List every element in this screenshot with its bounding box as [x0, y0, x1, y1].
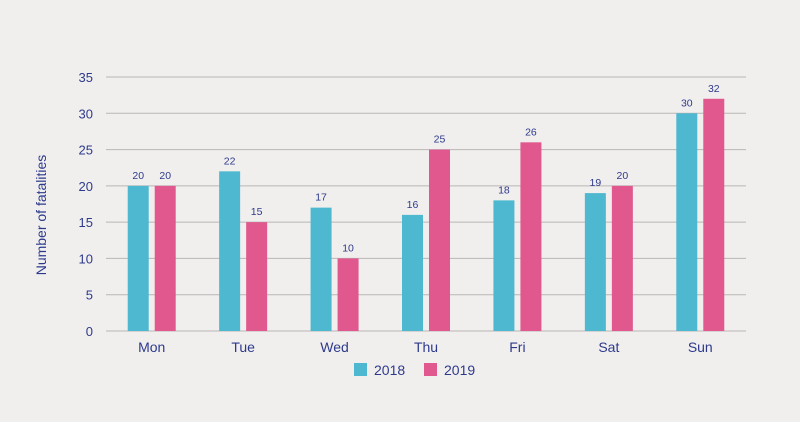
x-category-label: Wed	[320, 339, 349, 355]
data-label: 20	[132, 170, 144, 182]
x-category-label: Fri	[509, 339, 525, 355]
legend-label: 2019	[444, 362, 475, 378]
y-axis-title: Number of fatalities	[33, 155, 49, 276]
data-label: 25	[434, 134, 446, 146]
x-category-label: Sat	[598, 339, 619, 355]
bar-2019-Mon	[154, 185, 176, 331]
bar-2018-Mon	[127, 185, 149, 331]
data-label: 17	[315, 192, 327, 204]
y-axis-ticks: 0 5 10 15 20 25 30 35	[79, 70, 93, 339]
y-tick-label: 30	[79, 106, 93, 121]
x-category-label: Thu	[414, 339, 438, 355]
bar-2019-Thu	[429, 149, 450, 331]
bar-2018-Tue	[219, 171, 241, 331]
bar-2019-Wed	[337, 258, 359, 331]
bar-2018-Wed	[310, 207, 332, 331]
y-tick-label: 15	[79, 215, 93, 230]
bar-2018-Thu	[402, 214, 423, 331]
bar-2018-Sat	[584, 193, 606, 331]
data-label: 22	[224, 155, 236, 167]
data-labels: 20 20 22 15 17 10 16 25 18 26 19 20 30 32	[132, 83, 719, 255]
legend: 2018 2019	[354, 362, 475, 378]
y-tick-label: 5	[86, 288, 93, 303]
data-label: 32	[708, 83, 720, 95]
bar-2018-Sun	[676, 113, 698, 332]
bar-2019-Tue	[246, 222, 268, 331]
x-category-label: Mon	[138, 339, 165, 355]
x-category-label: Tue	[231, 339, 255, 355]
data-label: 10	[342, 242, 354, 254]
bar-2019-Fri	[520, 142, 542, 331]
bar-2019-Sat	[611, 185, 633, 331]
y-tick-label: 0	[86, 324, 93, 339]
data-label: 18	[498, 184, 510, 196]
x-axis-categories: Mon Tue Wed Thu Fri Sat Sun	[138, 339, 713, 355]
y-tick-label: 20	[79, 179, 93, 194]
data-label: 20	[159, 170, 171, 182]
data-label: 15	[251, 206, 263, 218]
data-label: 26	[525, 126, 537, 138]
x-category-label: Sun	[688, 339, 713, 355]
y-tick-label: 25	[79, 143, 93, 158]
legend-swatch	[354, 363, 367, 376]
legend-label: 2018	[374, 362, 405, 378]
data-label: 16	[407, 199, 419, 211]
bars	[127, 98, 725, 332]
data-label: 30	[681, 97, 693, 109]
y-tick-label: 10	[79, 251, 93, 266]
bar-2019-Sun	[703, 98, 725, 332]
y-tick-label: 35	[79, 70, 93, 85]
bar-2018-Fri	[493, 200, 515, 331]
gridlines	[106, 76, 746, 332]
data-label: 19	[590, 177, 602, 189]
data-label: 20	[617, 170, 629, 182]
legend-swatch	[424, 363, 437, 376]
